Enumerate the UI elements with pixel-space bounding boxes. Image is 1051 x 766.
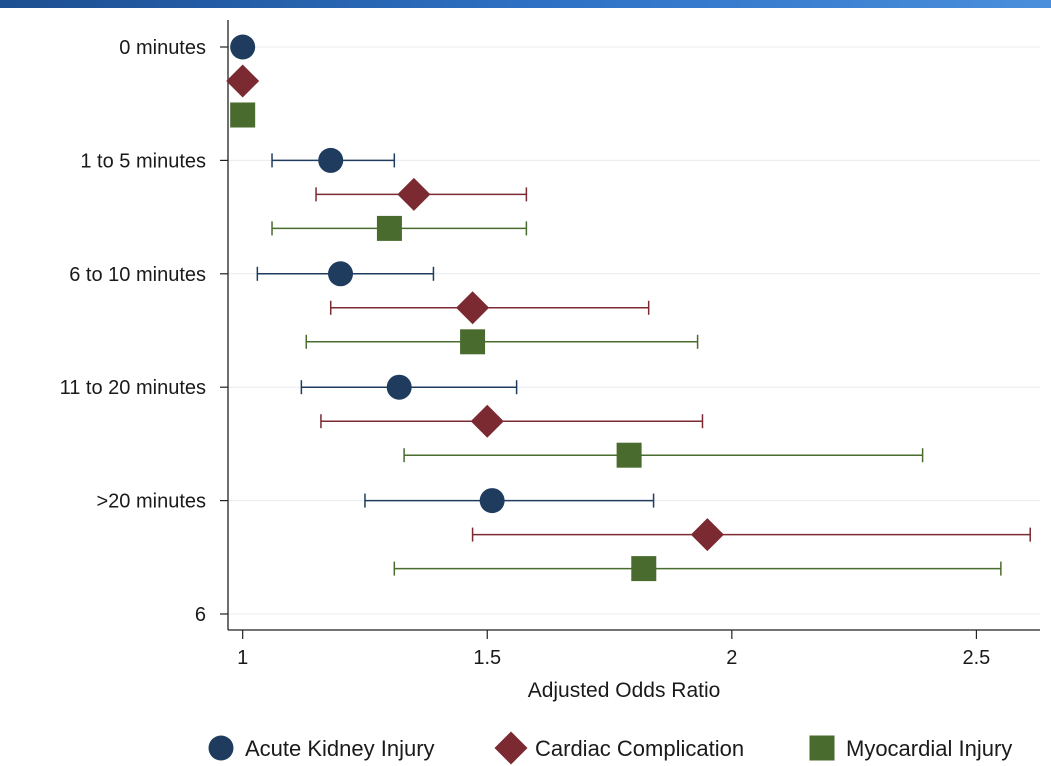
legend: Acute Kidney Injury Cardiac Complication M…: [208, 731, 1012, 765]
x-tick-label: 2.5: [963, 647, 991, 669]
legend-marker: [809, 735, 835, 761]
point-marker: [479, 488, 505, 514]
point-marker: [328, 261, 354, 287]
legend-label: Acute Kidney Injury: [245, 736, 435, 761]
point-marker: [230, 34, 256, 60]
legend-label: Myocardial Injury: [846, 736, 1012, 761]
legend-label: Cardiac Complication: [535, 736, 744, 761]
x-tick-label: 1.5: [473, 647, 501, 669]
point-marker: [456, 291, 490, 325]
point-marker: [226, 64, 260, 98]
series-acute-kidney-injury: [230, 34, 655, 514]
top-accent-bar: [0, 0, 1051, 8]
point-marker: [230, 102, 256, 128]
y-tick-label: 11 to 20 minutes: [60, 377, 206, 399]
x-tick-label: 2: [726, 647, 737, 669]
series-layer: [226, 34, 1031, 582]
point-marker: [460, 329, 486, 355]
point-marker: [386, 374, 412, 400]
x-tick-label: 1: [237, 647, 248, 669]
series-cardiac-complication: [226, 64, 1031, 552]
gridlines: [228, 46, 1040, 615]
x-axis-title: Adjusted Odds Ratio: [528, 679, 721, 702]
series-myocardial-injury: [230, 102, 1002, 582]
point-marker: [376, 215, 402, 241]
y-tick-label: >20 minutes: [96, 491, 206, 513]
point-marker: [470, 404, 504, 438]
legend-marker: [208, 735, 234, 761]
y-tick-label: 1 to 5 minutes: [80, 150, 206, 172]
point-marker: [631, 556, 657, 582]
y-tick-label: 0 minutes: [119, 37, 206, 59]
point-marker: [318, 147, 344, 173]
point-marker: [690, 518, 724, 552]
legend-marker: [494, 731, 528, 765]
point-marker: [397, 177, 431, 211]
y-tick-label: 6: [195, 604, 206, 626]
y-tick-label: 6 to 10 minutes: [69, 264, 206, 286]
point-marker: [616, 442, 642, 468]
